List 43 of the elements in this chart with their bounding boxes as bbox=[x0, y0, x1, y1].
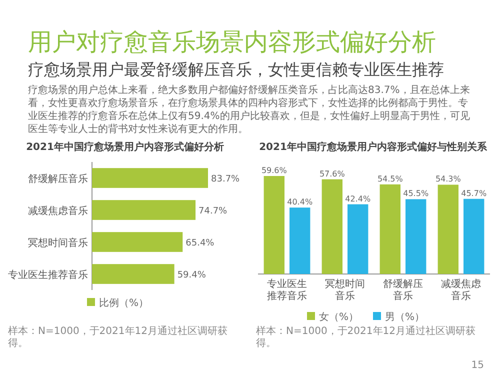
data-label: 83.7% bbox=[211, 174, 240, 184]
text: 疗愈场景用户最爱舒缓解压音乐，女性更信赖专业医生推荐 bbox=[28, 60, 444, 81]
data-label: 59.6% bbox=[261, 166, 288, 175]
chart-title: 2021年中国疗愈场景用户内容形式偏好分析 bbox=[26, 141, 224, 153]
chart-title: 2021年中国疗愈场景用户内容形式偏好与性别关系 bbox=[259, 141, 488, 153]
data-label: 54.5% bbox=[377, 174, 404, 184]
x-tick-label: 减缓焦虑音乐 bbox=[441, 278, 481, 302]
y-tick-label: 舒缓解压音乐 bbox=[28, 173, 88, 185]
bar bbox=[438, 184, 458, 274]
data-label: 54.3% bbox=[435, 174, 462, 184]
x-tick-label: 专业医生推荐音乐 bbox=[267, 278, 307, 302]
bar bbox=[406, 199, 426, 274]
legend-label: 比例（%） bbox=[99, 297, 149, 309]
data-label: 65.4% bbox=[186, 238, 215, 248]
bar bbox=[380, 184, 400, 274]
bar bbox=[92, 264, 174, 284]
data-label: 42.4% bbox=[345, 194, 371, 204]
bar bbox=[92, 168, 208, 188]
data-label: 45.5% bbox=[403, 189, 429, 198]
bar bbox=[92, 232, 183, 252]
bar bbox=[348, 204, 368, 274]
data-label: 57.6% bbox=[319, 169, 346, 178]
bar bbox=[264, 176, 284, 274]
text: 样本：N=1000，于2021年12月通过社区调研获得。 bbox=[8, 326, 228, 350]
bar bbox=[92, 200, 196, 220]
legend-label: 女（%） bbox=[319, 311, 359, 323]
bar bbox=[464, 198, 484, 274]
data-label: 40.4% bbox=[287, 198, 313, 207]
x-tick-label: 冥想时间音乐 bbox=[325, 278, 365, 302]
y-tick-label: 专业医生推荐音乐 bbox=[8, 269, 88, 281]
bar bbox=[290, 208, 310, 274]
data-label: 45.7% bbox=[461, 188, 487, 198]
data-label: 74.7% bbox=[198, 206, 228, 216]
text: 用户对疗愈音乐场景内容形式偏好分析 bbox=[28, 27, 436, 58]
legend-label: 男（%） bbox=[385, 312, 425, 323]
text: 15 bbox=[471, 360, 484, 371]
x-tick-label: 舒缓解压音乐 bbox=[383, 278, 423, 302]
data-label: 59.4% bbox=[177, 270, 206, 280]
text: 样本：N=1000，于2021年12月通过社区调研获得。 bbox=[256, 326, 476, 350]
text: 疗愈场景的用户总体上来看，绝大多数用户都偏好舒缓解压类音乐，占比高达83.7%，且在总体上来看，女性更喜欢疗愈场景音乐，在疗愈场景具体的四种内容形式下，女性选择的比例都高于男性。专业医生推荐的疗愈音乐在总体上仅有59.4%的用户比较喜欢，但是，女性偏好上明显高于男性，可见医生等专业人士的背书对女性来说有更大的作用。 bbox=[28, 84, 471, 136]
bar bbox=[322, 179, 342, 274]
y-tick-label: 冥想时间音乐 bbox=[28, 237, 88, 249]
y-tick-label: 减缓焦虑音乐 bbox=[28, 205, 88, 217]
